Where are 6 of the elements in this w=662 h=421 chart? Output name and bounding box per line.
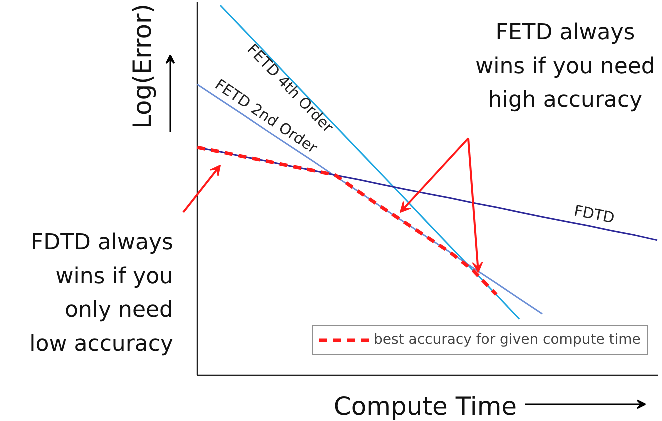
annotation: FETD always wins if you need high accuracy: [476, 20, 656, 113]
y-axis-title: Log(Error): [128, 4, 157, 130]
text: FDTD: [572, 202, 616, 228]
legend-label: best accuracy for given compute time: [374, 332, 641, 348]
x-axis-title: Compute Time: [334, 392, 518, 421]
text: FDTD always wins if you only need low accuracy: [30, 230, 174, 357]
